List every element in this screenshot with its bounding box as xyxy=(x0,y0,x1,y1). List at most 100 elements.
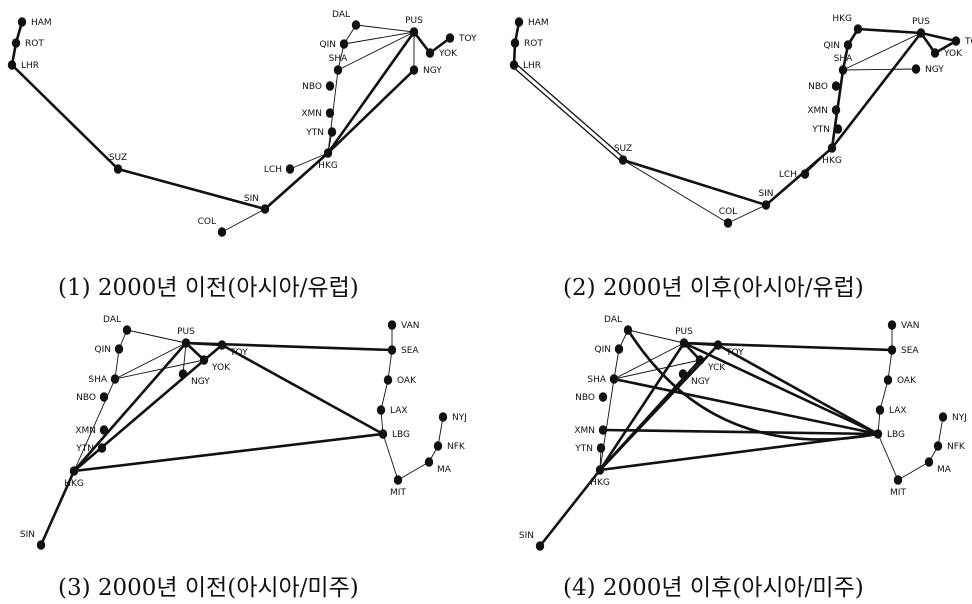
node-lbg-label: LBG xyxy=(887,430,905,440)
link-oak-lax xyxy=(380,379,389,411)
node-toy xyxy=(713,340,723,350)
node-hkgn xyxy=(853,24,863,34)
node-ytn xyxy=(97,443,107,453)
node-van-label: VAN xyxy=(401,321,419,331)
node-col xyxy=(723,218,733,228)
node-pus-label: PUS xyxy=(675,327,693,337)
node-nbo-label: NBO xyxy=(302,82,322,92)
node-nbo-label: NBO xyxy=(808,82,828,92)
node-hkgn-label: HKG xyxy=(832,14,852,24)
link-hkg-sha xyxy=(599,378,615,471)
node-xmn xyxy=(325,108,335,118)
node-sin xyxy=(36,540,46,550)
node-pus-label: PUS xyxy=(405,16,423,26)
node-sha-label: SHA xyxy=(329,54,348,64)
link-sha-yok xyxy=(114,359,205,380)
node-xmn xyxy=(598,425,608,435)
node-sin-label: SIN xyxy=(244,194,259,204)
node-ytn-label: YTN xyxy=(305,128,324,138)
node-sha xyxy=(110,374,120,384)
node-lax-label: LAX xyxy=(889,406,907,416)
node-col-label: COL xyxy=(198,217,216,227)
link-xmn-lbg xyxy=(602,428,879,436)
node-ma xyxy=(424,457,434,467)
node-col-label: COL xyxy=(719,207,737,217)
link-hkg-lbg xyxy=(73,432,384,473)
node-lch xyxy=(285,164,295,174)
node-qin xyxy=(114,344,124,354)
node-yok xyxy=(199,355,209,365)
link-sea-oak xyxy=(887,349,893,381)
link-sea-oak xyxy=(387,349,393,381)
node-rot xyxy=(510,38,520,48)
node-rot-label: ROT xyxy=(524,39,543,49)
node-oak xyxy=(383,375,393,385)
node-van-label: VAN xyxy=(901,321,919,331)
node-rot-label: ROT xyxy=(25,39,44,49)
node-toy xyxy=(951,36,961,46)
link-lhr-suz-b xyxy=(515,62,625,159)
node-lax-label: LAX xyxy=(390,406,408,416)
node-yok xyxy=(695,355,705,365)
node-lhr-label: LHR xyxy=(21,61,39,71)
link-hkg-pus xyxy=(73,342,187,472)
node-sha-label: SHA xyxy=(88,375,107,385)
node-lch-label: LCH xyxy=(264,165,282,175)
node-pus-label: PUS xyxy=(912,17,930,27)
node-dal xyxy=(623,325,633,335)
link-sha-ngy xyxy=(842,68,917,71)
link-lch-hkg xyxy=(804,147,833,175)
node-toy-label: TOY xyxy=(458,34,477,44)
node-xmn-label: XMN xyxy=(574,426,595,436)
link-dal-pus xyxy=(126,329,187,344)
node-toy-label: TOY xyxy=(725,348,744,358)
link-suz-col xyxy=(622,159,729,224)
node-mit xyxy=(393,475,403,485)
node-sha-label: SHA xyxy=(587,375,606,385)
node-qin-label: QIN xyxy=(320,40,336,50)
node-suz-label: SUZ xyxy=(109,153,127,163)
link-lch-hkg xyxy=(289,152,329,170)
link-sin-hkg xyxy=(765,147,833,206)
node-oak-label: OAK xyxy=(397,376,417,386)
node-mit xyxy=(893,475,903,485)
node-lch xyxy=(800,169,810,179)
node-sin-label: SIN xyxy=(758,189,773,199)
link-sha-lbg xyxy=(613,377,879,436)
panel-1-caption: (1) 2000년 이전(아시아/유럽) xyxy=(58,275,359,301)
node-ngy-label: NGY xyxy=(925,65,944,75)
node-oak xyxy=(883,375,893,385)
node-dal-label: DAL xyxy=(103,315,121,325)
node-sea xyxy=(387,345,397,355)
node-nbo-label: NBO xyxy=(575,393,595,403)
node-hkg xyxy=(595,465,605,475)
node-toy xyxy=(445,33,455,43)
node-lax xyxy=(376,405,386,415)
node-qin-label: QIN xyxy=(824,41,840,51)
node-dal xyxy=(351,20,361,30)
node-qin-label: QIN xyxy=(595,345,611,355)
link-sha-pus xyxy=(337,31,415,71)
node-ytn xyxy=(596,443,606,453)
link-lhr-suz xyxy=(11,64,119,170)
link-col-sin xyxy=(221,208,266,233)
node-nfk xyxy=(433,441,443,451)
node-sin-label: SIN xyxy=(20,530,35,540)
node-toy-label: TOY xyxy=(229,348,248,358)
node-ytn xyxy=(327,127,337,137)
link-hkg-toy xyxy=(73,344,223,472)
node-hkg xyxy=(827,143,837,153)
node-hkg-label: HKG xyxy=(64,479,84,489)
node-ma-label: MA xyxy=(937,465,952,475)
node-ngy xyxy=(678,369,688,379)
link-sha-pus xyxy=(114,342,187,380)
node-nyj-label: NYJ xyxy=(952,413,967,423)
node-dal-label: DAL xyxy=(604,315,622,325)
link-hkg-ytn xyxy=(73,447,103,472)
node-sha xyxy=(838,65,848,75)
link-oak-lax xyxy=(879,379,889,411)
link-sha-yok xyxy=(613,359,701,380)
node-suz xyxy=(113,164,123,174)
node-suz xyxy=(618,155,628,165)
